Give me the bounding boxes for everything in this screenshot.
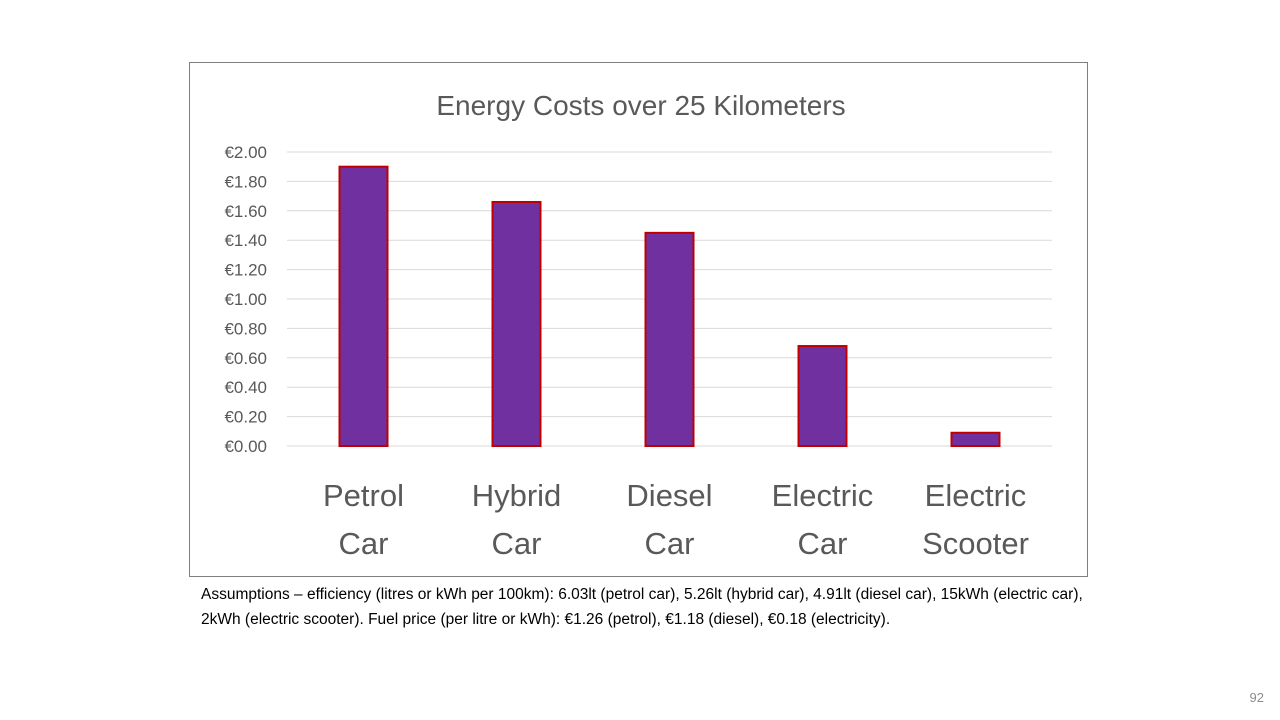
y-tick-label: €0.00 bbox=[224, 437, 267, 456]
bar-petrol-car bbox=[338, 165, 389, 447]
y-tick-label: €1.20 bbox=[224, 261, 267, 280]
x-category-label: Electric Scooter bbox=[922, 478, 1029, 561]
bar-diesel-car bbox=[644, 231, 695, 447]
y-tick-label: €1.00 bbox=[224, 290, 267, 309]
bar-chart: Energy Costs over 25 Kilometers €0.00€0.… bbox=[224, 90, 1052, 561]
x-category-label: Hybrid Car bbox=[472, 478, 562, 561]
bar-hybrid-car bbox=[491, 200, 542, 447]
y-tick-label: €1.60 bbox=[224, 202, 267, 221]
x-axis-category-labels: Petrol Car Hybrid Car Diesel Car Electric Car El… bbox=[323, 478, 1029, 561]
y-tick-label: €0.40 bbox=[224, 378, 267, 397]
y-tick-label: €1.80 bbox=[224, 172, 267, 191]
assumptions-note: Assumptions – efficiency (litres or kWh … bbox=[201, 586, 1083, 628]
bars bbox=[338, 165, 1001, 448]
x-category-label: Petrol Car bbox=[323, 478, 404, 561]
chart-frame: Energy Costs over 25 Kilometers €0.00 €0.… bbox=[189, 62, 1088, 577]
x-category-label: Electric Car bbox=[772, 478, 874, 561]
y-tick-label: €2.00 bbox=[224, 143, 267, 162]
bar-electric-car bbox=[797, 345, 848, 448]
bar-electric-scooter bbox=[950, 431, 1001, 447]
y-axis-tick-labels: €0.00 €0.20 €0.40 €0.60 €0.80 €1.00 €1.20 €1.40… bbox=[224, 143, 267, 456]
x-category-label: Diesel Car bbox=[626, 478, 712, 561]
page-number: 92 bbox=[1249, 690, 1264, 705]
y-tick-label: €0.80 bbox=[224, 319, 267, 338]
y-tick-label: €0.20 bbox=[224, 408, 267, 427]
y-tick-label: €0.60 bbox=[224, 349, 267, 368]
chart-title: Energy Costs over 25 Kilometers bbox=[436, 90, 845, 121]
y-tick-label: €1.40 bbox=[224, 231, 267, 250]
